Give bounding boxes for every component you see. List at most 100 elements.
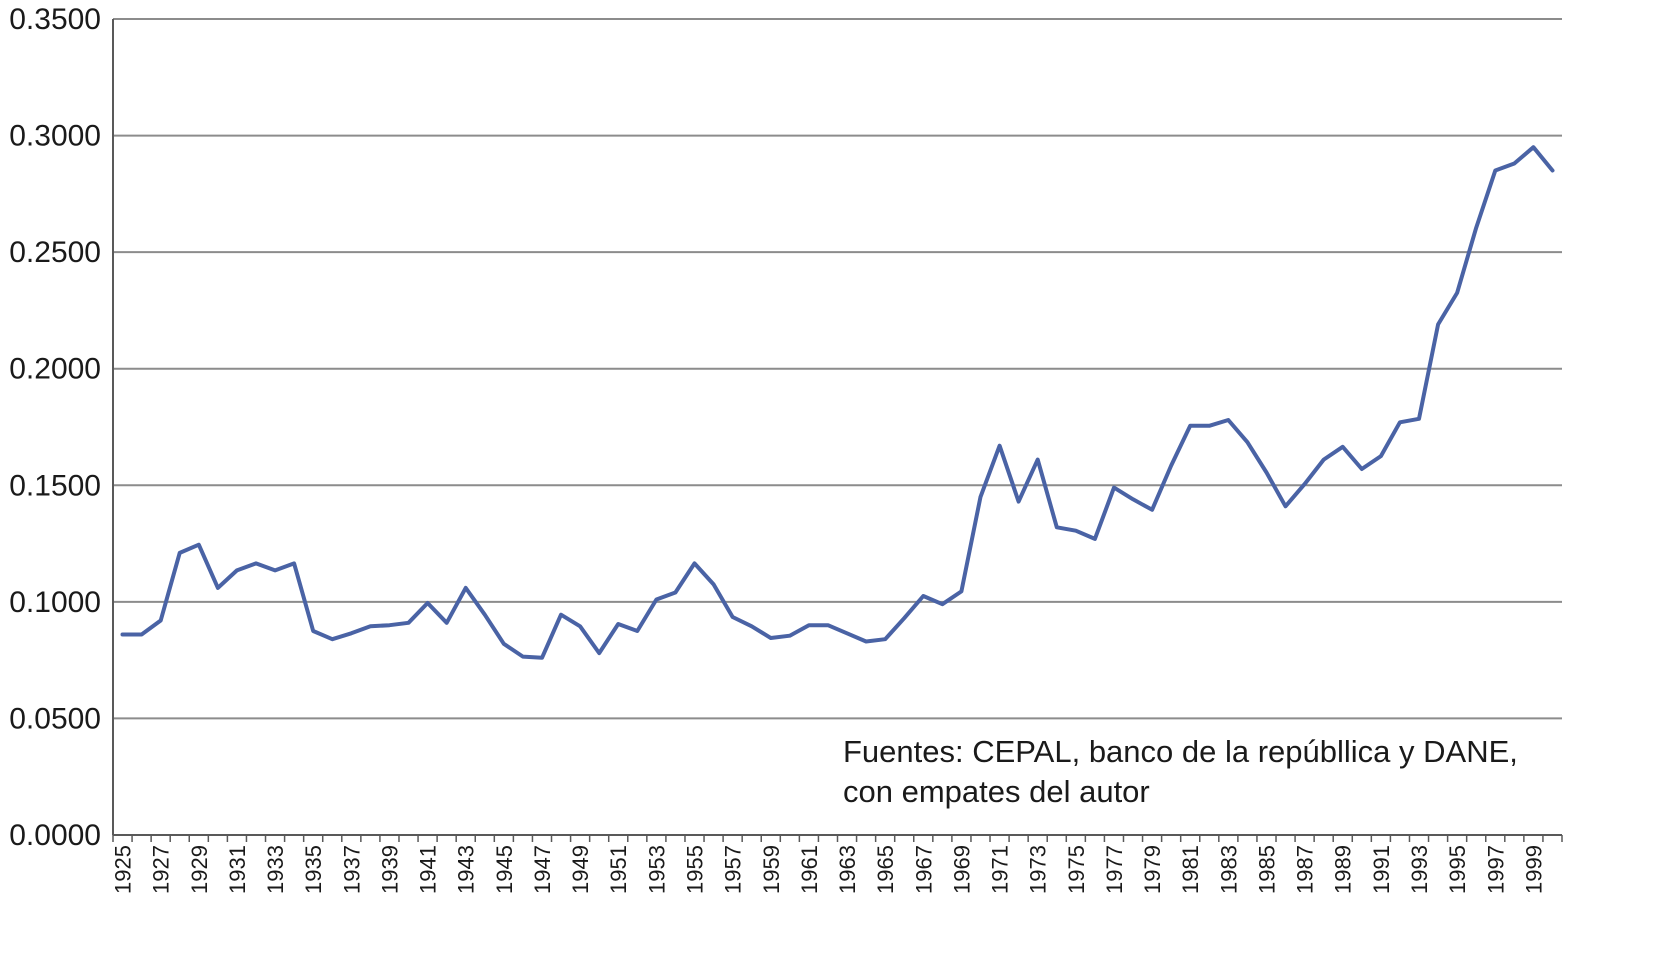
data-point <box>1017 500 1021 504</box>
data-point <box>407 621 411 625</box>
data-point <box>349 631 353 635</box>
x-tick-label: 1933 <box>263 845 288 894</box>
x-tick-label: 1955 <box>683 845 708 894</box>
data-point <box>273 568 277 572</box>
x-tick-label: 1935 <box>301 845 326 894</box>
data-point <box>750 624 754 628</box>
x-tick-label: 1947 <box>530 845 555 894</box>
x-tick-label: 1989 <box>1331 845 1356 894</box>
x-tick-label: 1965 <box>873 845 898 894</box>
data-point <box>731 615 735 619</box>
x-tick-label: 1949 <box>568 845 593 894</box>
x-tick-label: 1967 <box>911 845 936 894</box>
x-tick-label: 1937 <box>339 845 364 894</box>
y-tick-label: 0.0500 <box>9 702 101 735</box>
data-point <box>769 636 773 640</box>
x-tick-label: 1927 <box>149 845 174 894</box>
data-point <box>445 621 449 625</box>
data-point <box>864 640 868 644</box>
x-tick-label: 1945 <box>492 845 517 894</box>
gridlines <box>113 18 1562 720</box>
data-point <box>1131 497 1135 501</box>
y-axis-tick-labels: 0.0000 0.0500 0.1000 0.1500 0.2000 0.2500 0.30… <box>9 3 101 852</box>
x-tick-label: 1971 <box>988 845 1013 894</box>
data-point <box>483 613 487 617</box>
data-point <box>464 586 468 590</box>
data-point <box>845 631 849 635</box>
data-point <box>1341 445 1345 449</box>
data-point <box>1284 504 1288 508</box>
data-point <box>998 444 1002 448</box>
series-line-0 <box>120 145 1555 660</box>
data-point <box>1207 424 1211 428</box>
data-point <box>712 582 716 586</box>
data-point <box>1455 291 1459 295</box>
data-point <box>311 629 315 633</box>
x-tick-label: 1953 <box>644 845 669 894</box>
x-tick-label: 1929 <box>187 845 212 894</box>
data-point <box>178 551 182 555</box>
data-point <box>159 619 163 623</box>
data-point <box>883 637 887 641</box>
data-point <box>330 637 334 641</box>
x-tick-label: 1951 <box>606 845 631 894</box>
x-tick-label: 1991 <box>1369 845 1394 894</box>
data-point <box>292 561 296 565</box>
x-tick-label: 1975 <box>1064 845 1089 894</box>
annotation-line-1: Fuentes: CEPAL, banco de la repúbllica y… <box>843 734 1518 769</box>
x-tick-label: 1999 <box>1521 845 1546 894</box>
data-point <box>1303 482 1307 486</box>
y-tick-label: 0.2000 <box>9 353 101 386</box>
data-point <box>1226 418 1230 422</box>
data-point <box>235 568 239 572</box>
data-point <box>788 634 792 638</box>
data-point <box>1265 471 1269 475</box>
x-tick-label: 1931 <box>225 845 250 894</box>
data-point <box>616 622 620 626</box>
data-point <box>254 561 258 565</box>
y-tick-label: 0.3000 <box>9 120 101 153</box>
data-point <box>1036 458 1040 462</box>
x-axis-tick-labels: 1925 1927 1929 1931 1933 1935 1937 1939 1941 1943… <box>111 845 1547 894</box>
x-tick-label: 1987 <box>1293 845 1318 894</box>
y-tick-label: 0.3500 <box>9 3 101 36</box>
data-point <box>1436 322 1440 326</box>
data-point <box>693 561 697 565</box>
x-tick-label: 1925 <box>111 845 136 894</box>
data-point <box>578 624 582 628</box>
x-tick-label: 1979 <box>1140 845 1165 894</box>
data-point <box>1322 458 1326 462</box>
data-point <box>635 629 639 633</box>
x-tick-label: 1939 <box>377 845 402 894</box>
data-point <box>654 598 658 602</box>
y-tick-label: 0.1000 <box>9 586 101 619</box>
x-tick-label: 1963 <box>835 845 860 894</box>
x-tick-label: 1993 <box>1407 845 1432 894</box>
x-tick-label: 1995 <box>1445 845 1470 894</box>
data-point <box>1245 440 1249 444</box>
source-annotation: Fuentes: CEPAL, banco de la repúbllica y… <box>843 734 1518 809</box>
data-point <box>368 624 372 628</box>
data-point <box>1169 464 1173 468</box>
x-tick-label: 1981 <box>1178 845 1203 894</box>
x-tick-label: 1941 <box>416 845 441 894</box>
data-point <box>807 623 811 627</box>
data-point <box>559 613 563 617</box>
y-tick-label: 0.1500 <box>9 469 101 502</box>
data-point <box>502 642 506 646</box>
data-point <box>1417 417 1421 421</box>
data-point <box>826 623 830 627</box>
axes <box>112 19 1563 842</box>
data-point <box>521 655 525 659</box>
x-tick-label: 1973 <box>1026 845 1051 894</box>
data-point <box>1493 169 1497 173</box>
data-point <box>540 656 544 660</box>
data-point <box>140 633 144 637</box>
x-tick-label: 1985 <box>1254 845 1279 894</box>
data-point <box>1360 467 1364 471</box>
series-layer <box>120 145 1555 660</box>
data-point <box>426 601 430 605</box>
x-tick-label: 1957 <box>721 845 746 894</box>
